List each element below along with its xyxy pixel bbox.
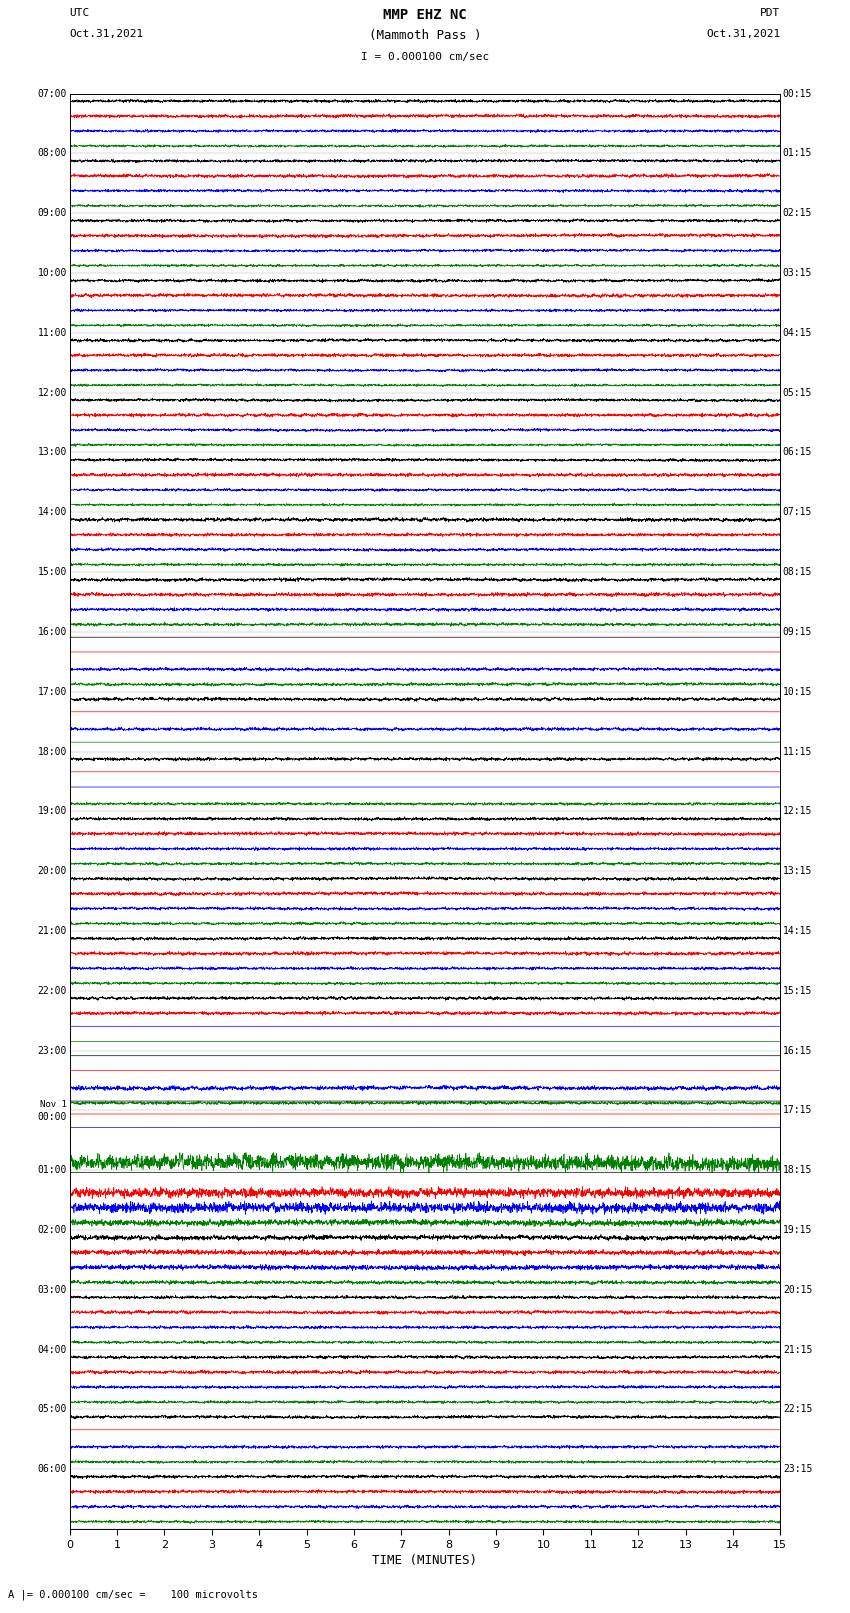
Text: 23:15: 23:15 [783,1465,813,1474]
Text: 18:15: 18:15 [783,1165,813,1176]
Text: 09:00: 09:00 [37,208,67,218]
Text: 07:15: 07:15 [783,506,813,518]
Text: 04:15: 04:15 [783,327,813,337]
Text: 20:00: 20:00 [37,866,67,876]
Text: 00:15: 00:15 [783,89,813,98]
Text: 03:15: 03:15 [783,268,813,277]
Text: 23:00: 23:00 [37,1045,67,1055]
Text: 05:00: 05:00 [37,1405,67,1415]
Text: 11:00: 11:00 [37,327,67,337]
Text: 01:00: 01:00 [37,1165,67,1176]
Text: 01:15: 01:15 [783,148,813,158]
Text: I = 0.000100 cm/sec: I = 0.000100 cm/sec [361,52,489,61]
Text: 03:00: 03:00 [37,1286,67,1295]
Text: 12:15: 12:15 [783,806,813,816]
Text: 17:00: 17:00 [37,687,67,697]
Text: 17:15: 17:15 [783,1105,813,1116]
Text: 08:00: 08:00 [37,148,67,158]
Text: 18:00: 18:00 [37,747,67,756]
Text: Oct.31,2021: Oct.31,2021 [70,29,144,39]
Text: Oct.31,2021: Oct.31,2021 [706,29,780,39]
Text: 07:00: 07:00 [37,89,67,98]
Text: MMP EHZ NC: MMP EHZ NC [383,8,467,23]
Text: 16:00: 16:00 [37,627,67,637]
Text: 14:15: 14:15 [783,926,813,936]
Text: 13:00: 13:00 [37,447,67,458]
Text: 06:15: 06:15 [783,447,813,458]
Text: 13:15: 13:15 [783,866,813,876]
Text: 20:15: 20:15 [783,1286,813,1295]
Text: PDT: PDT [760,8,780,18]
Text: 10:15: 10:15 [783,687,813,697]
Text: 16:15: 16:15 [783,1045,813,1055]
Text: 00:00: 00:00 [37,1111,67,1123]
Text: 12:00: 12:00 [37,387,67,398]
Text: 21:00: 21:00 [37,926,67,936]
Text: 02:00: 02:00 [37,1224,67,1236]
Text: 04:00: 04:00 [37,1345,67,1355]
Text: 22:00: 22:00 [37,986,67,995]
Text: 15:00: 15:00 [37,568,67,577]
Text: 05:15: 05:15 [783,387,813,398]
Text: (Mammoth Pass ): (Mammoth Pass ) [369,29,481,42]
Text: 09:15: 09:15 [783,627,813,637]
Text: 08:15: 08:15 [783,568,813,577]
Text: 10:00: 10:00 [37,268,67,277]
Text: 11:15: 11:15 [783,747,813,756]
Text: 06:00: 06:00 [37,1465,67,1474]
Text: Nov 1: Nov 1 [40,1100,67,1108]
X-axis label: TIME (MINUTES): TIME (MINUTES) [372,1553,478,1566]
Text: 15:15: 15:15 [783,986,813,995]
Text: A |= 0.000100 cm/sec =    100 microvolts: A |= 0.000100 cm/sec = 100 microvolts [8,1589,258,1600]
Text: 02:15: 02:15 [783,208,813,218]
Text: 22:15: 22:15 [783,1405,813,1415]
Text: 19:15: 19:15 [783,1224,813,1236]
Text: 14:00: 14:00 [37,506,67,518]
Text: 19:00: 19:00 [37,806,67,816]
Text: 21:15: 21:15 [783,1345,813,1355]
Text: UTC: UTC [70,8,90,18]
